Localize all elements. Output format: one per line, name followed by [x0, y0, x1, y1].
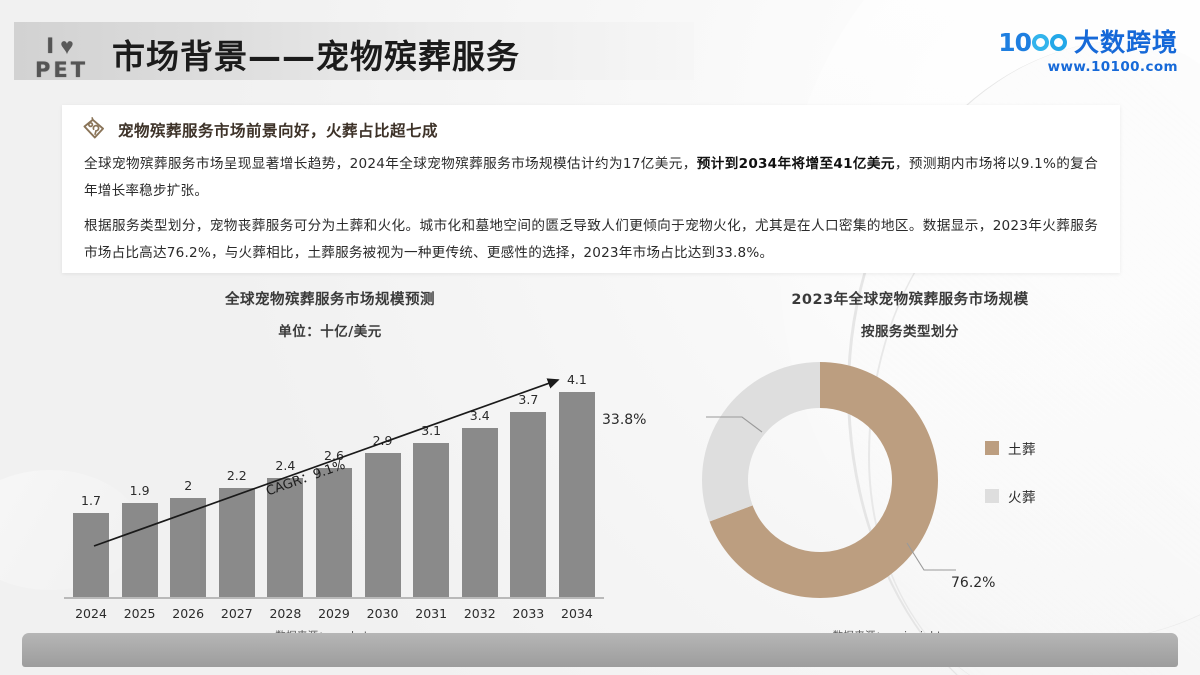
bar-column: 3.4: [459, 367, 501, 599]
bar-value-label: 1.7: [81, 493, 101, 508]
bar-rect: [315, 468, 352, 599]
legend-label: 土葬: [1008, 442, 1036, 458]
page-title: 市场背景——宠物殡葬服务: [112, 37, 520, 76]
x-axis-tick-label: 2028: [269, 606, 302, 621]
legend-swatch: [985, 441, 999, 455]
bar-column: 1.9: [119, 367, 161, 599]
bar-column: 4.1: [556, 367, 598, 599]
bar-value-label: 2.2: [226, 468, 247, 483]
bar-rect: [413, 443, 450, 599]
brand-url: www.10100.com: [1047, 59, 1178, 75]
leader-line-burial: [906, 542, 956, 571]
brand-mark-icon: 10: [998, 30, 1067, 55]
legend-item: 土葬: [985, 438, 1036, 458]
legend-swatch: [985, 489, 999, 503]
bar-column: 2.4: [264, 367, 306, 599]
legend-item: 火葬: [985, 486, 1036, 506]
logo-line-2: P E T: [34, 57, 86, 82]
donut-plot: 33.8% 76.2%: [602, 344, 995, 616]
paragraph-2: 根据服务类型划分，宠物丧葬服务可分为土葬和火化。城市化和墓地空间的匮乏导致人们更…: [84, 218, 1098, 261]
donut-slice-cremation: [702, 362, 820, 522]
bar-column: 3.7: [507, 367, 549, 599]
x-axis-tick-label: 2025: [123, 606, 156, 621]
donut-legend: 土葬 火葬: [985, 438, 1036, 534]
logo-line-1: I ♥: [46, 32, 74, 59]
x-axis-tick-label: 2024: [75, 606, 107, 621]
bar-rect: [218, 488, 255, 599]
logo-letter-t: T: [70, 57, 86, 82]
brand-circle-2: [1049, 34, 1067, 51]
slide-header: [0, 22, 1200, 80]
x-axis-tick-label: 2031: [415, 606, 448, 621]
bar-rect: [267, 478, 304, 599]
x-axis-tick-label: 2026: [172, 606, 205, 621]
x-axis-tick-label: 2029: [318, 606, 350, 621]
paragraph-1-part-a: 全球宠物殡葬服务市场呈现显著增长趋势，2024年全球宠物殡葬服务市场规模估计约为…: [84, 156, 697, 172]
bar-rect: [170, 498, 207, 599]
bar-column: 1.7: [70, 367, 112, 599]
paragraph-1-part-c: ，预测期内市场将以9.1%的复合年增长率稳步扩张。: [84, 156, 1099, 199]
brand-logo: 10 大数跨境 www.10100.com: [998, 30, 1178, 75]
donut-chart-title: 2023年全球宠物殡葬服务市场规模: [791, 292, 1029, 308]
brand-circle-1: [1031, 34, 1049, 51]
paragraph-1-highlight: 预计到2034年将增至41亿美元: [696, 156, 895, 172]
donut-chart-subtitle: 按服务类型划分: [861, 324, 959, 340]
x-axis-tick-label: 2027: [220, 606, 253, 621]
i-love-pet-logo: I ♥ P E T: [20, 25, 100, 90]
bar-value-label: 2.4: [275, 458, 296, 473]
bar-rect: [510, 412, 547, 599]
bar-value-label: 3.7: [518, 392, 539, 407]
bar-column: 2.9: [362, 367, 404, 599]
logo-letter-p: P: [34, 57, 51, 82]
cagr-trend-arrow: [93, 378, 560, 547]
bar-rect: [558, 392, 595, 599]
donut-svg: [702, 362, 956, 598]
legend-label: 火葬: [1008, 490, 1036, 506]
leader-line-cremation: [706, 416, 763, 433]
heart-icon: ♥: [60, 32, 74, 59]
card-body: 全球宠物殡葬服务市场呈现显著增长趋势，2024年全球宠物殡葬服务市场规模估计约为…: [62, 143, 1120, 266]
bar-series: 1.7 1.9 2 2.2 2.4 2.6 2.9 3.1 3.4 3.7 4.1: [70, 367, 598, 599]
bar-rect: [461, 428, 498, 599]
bar-value-label: 3.4: [469, 408, 490, 423]
bar-value-label: 1.9: [129, 483, 150, 498]
bar-value-label: 4.1: [566, 372, 587, 387]
donut-chart: 2023年全球宠物殡葬服务市场规模 按服务类型划分 33.8% 76.2% 土葬…: [602, 288, 1160, 642]
bottom-accent-bar: [22, 633, 1178, 667]
x-axis-tick-label: 2030: [366, 606, 399, 621]
bar-rect: [73, 513, 109, 599]
paragraph-1: 全球宠物殡葬服务市场呈现显著增长趋势，2024年全球宠物殡葬服务市场规模估计约为…: [84, 151, 1098, 204]
bar-value-label: 2: [184, 478, 193, 493]
logo-letter-e: E: [53, 57, 68, 82]
title-band: [14, 22, 694, 80]
donut-slice-burial: [709, 362, 938, 598]
price-tag-icon: [80, 117, 106, 143]
bar-chart-subtitle: 单位：十亿/美元: [278, 324, 382, 340]
summary-card: 宠物殡葬服务市场前景向好，火葬占比超七成 全球宠物殡葬服务市场呈现显著增长趋势，…: [62, 105, 1120, 273]
card-heading: 宠物殡葬服务市场前景向好，火葬占比超七成: [118, 122, 439, 140]
bar-rect: [121, 503, 158, 599]
bar-chart-title: 全球宠物殡葬服务市场规模预测: [225, 292, 435, 308]
bar-column: 3.1: [410, 367, 452, 599]
brand-mark-number: 10: [998, 28, 1032, 57]
bar-column: 2.6: [313, 367, 355, 599]
x-axis-tick-label: 2034: [561, 606, 593, 621]
bar-rect: [364, 453, 401, 599]
bar-chart-x-labels: 2024 2025 2026 2027 2028 2029 2030 2031 2032 2033…: [70, 606, 598, 621]
logo-letter-i: I: [46, 33, 55, 58]
brand-name: 大数跨境: [1073, 28, 1178, 57]
brand-row: 10 大数跨境: [998, 30, 1178, 55]
donut-label-cremation: 33.8%: [602, 412, 647, 428]
bar-chart-plot: 1.7 1.9 2 2.2 2.4 2.6 2.9 3.1 3.4 3.7 4.1 CAGR：9.1…: [64, 354, 604, 599]
x-axis-tick-label: 2033: [512, 606, 545, 621]
card-heading-row: 宠物殡葬服务市场前景向好，火葬占比超七成: [62, 105, 1120, 143]
bar-chart: 全球宠物殡葬服务市场规模预测 单位：十亿/美元 1.7 1.9 2 2.2 2.4 2.6…: [40, 288, 620, 642]
x-axis-line: [64, 597, 604, 599]
donut-label-burial: 76.2%: [951, 575, 996, 591]
bar-column: 2.2: [216, 367, 258, 599]
x-axis-tick-label: 2032: [463, 606, 496, 621]
bar-column: 2: [167, 367, 209, 599]
